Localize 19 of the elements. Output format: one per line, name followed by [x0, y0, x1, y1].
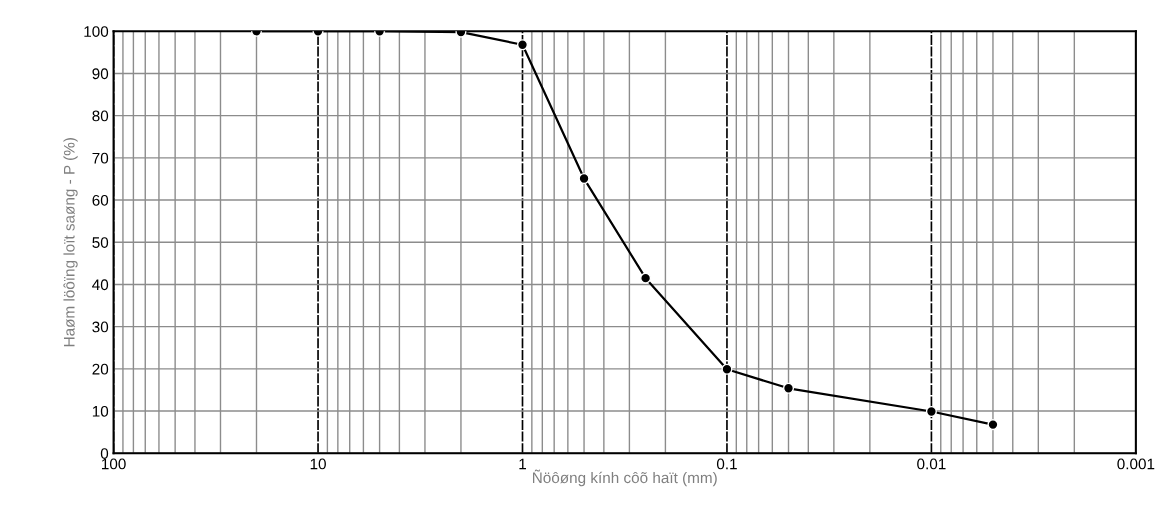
y-tick-label: 100 — [84, 26, 109, 37]
x-axis-title: Ñöôøng kính côõ haït (mm) — [533, 469, 717, 487]
y-tick-label: 90 — [92, 68, 109, 80]
y-tick-label: 50 — [92, 237, 109, 248]
x-tick-label: 1 — [519, 458, 526, 470]
x-tick-label: 10 — [310, 458, 326, 470]
x-tick-label: 0.01 — [917, 458, 946, 470]
y-axis-title: Haøm löôïng loït saøng - P (%) — [63, 138, 78, 347]
y-tick-label: 40 — [92, 279, 109, 291]
y-tick-label: 10 — [92, 405, 109, 417]
y-tick-label: 0 — [100, 448, 109, 459]
x-tick-label: 100 — [102, 458, 126, 470]
y-tick-label: 30 — [92, 321, 109, 333]
y-tick-label: 60 — [92, 194, 109, 206]
y-tick-label: 80 — [92, 110, 109, 122]
y-tick-label: 70 — [92, 152, 109, 164]
x-tick-label: 0.1 — [716, 458, 737, 470]
y-tick-label: 20 — [92, 363, 109, 375]
x-tick-label: 0.001 — [1117, 458, 1155, 470]
